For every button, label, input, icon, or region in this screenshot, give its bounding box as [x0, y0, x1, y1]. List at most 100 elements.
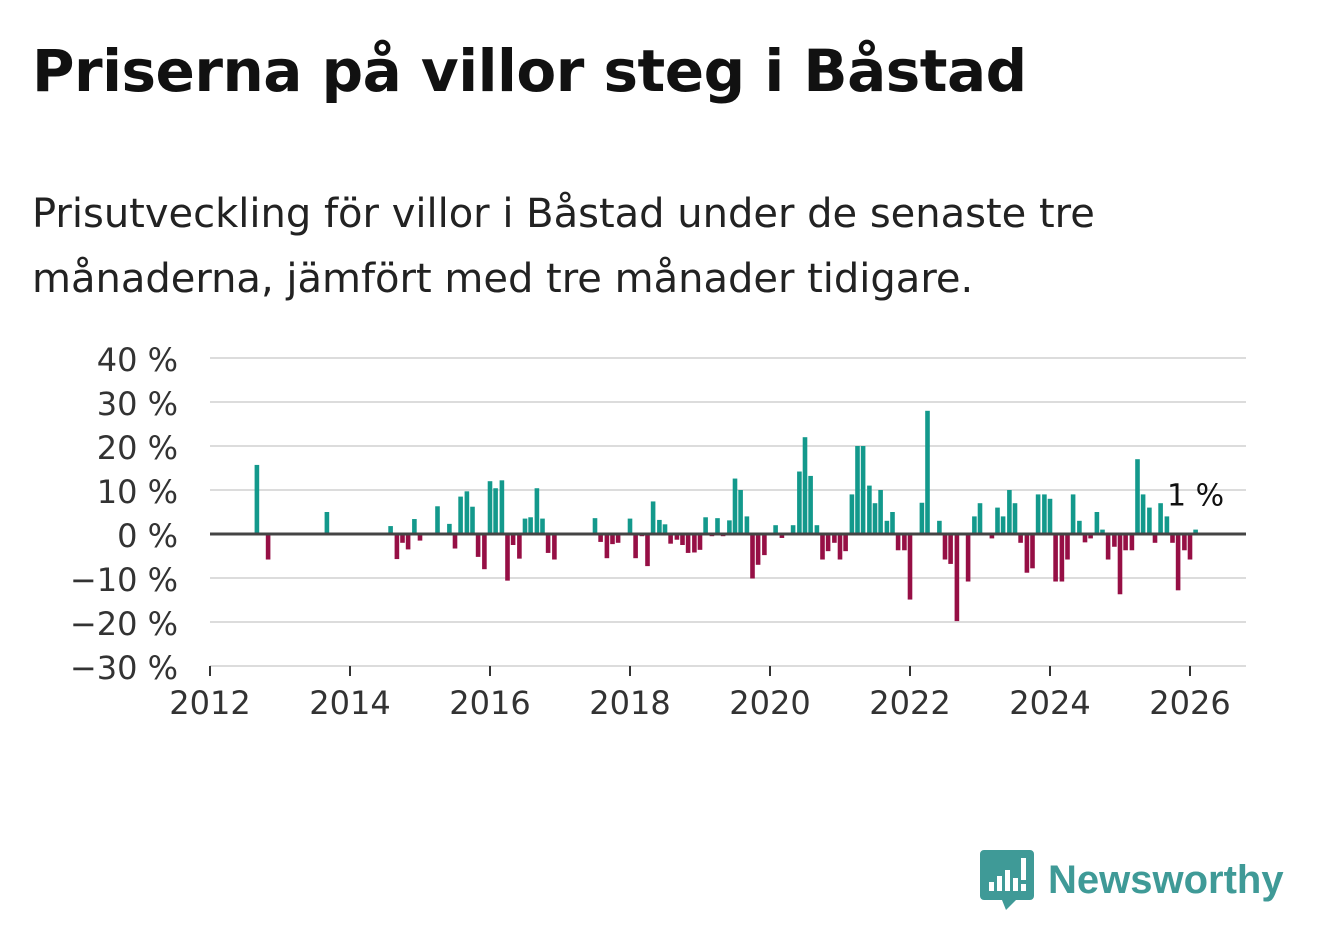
- bar-negative: [615, 534, 621, 543]
- bar-negative: [265, 534, 271, 560]
- y-tick-label: −10 %: [70, 561, 178, 599]
- bar-negative: [400, 534, 405, 543]
- bar-positive: [797, 471, 802, 534]
- bar-negative: [697, 534, 703, 550]
- bar-negative: [475, 534, 481, 557]
- bar-positive: [715, 518, 720, 534]
- bar-negative: [680, 534, 685, 545]
- bar-negative: [1117, 534, 1123, 595]
- bar-positive: [1000, 516, 1006, 534]
- bar-positive: [592, 518, 598, 534]
- bar-positive: [937, 520, 942, 534]
- bar-positive: [650, 501, 656, 534]
- bar-negative: [820, 534, 825, 560]
- bar-negative: [843, 534, 848, 552]
- bar-positive: [995, 507, 1000, 534]
- bar-positive: [1035, 494, 1041, 534]
- bar-positive: [703, 517, 708, 534]
- x-tick-label: 2024: [1009, 684, 1090, 722]
- y-tick-label: 30 %: [97, 385, 178, 423]
- bar-negative: [1152, 534, 1158, 543]
- bar-negative: [545, 534, 551, 553]
- bar-chart: −30 % −20 % −10 % 0 % 10 % 20 % 30 % 40 % 2012 20…: [70, 341, 1246, 722]
- bar-negative: [1065, 534, 1070, 560]
- bar-positive: [732, 478, 738, 534]
- bar-positive: [493, 488, 498, 534]
- bar-negative: [405, 534, 411, 550]
- y-tick-label: 20 %: [97, 429, 178, 467]
- bar-negative: [965, 534, 971, 582]
- bar-positive: [744, 516, 750, 534]
- bar-negative: [1082, 534, 1088, 543]
- x-tick-label: 2018: [589, 684, 670, 722]
- bar-negative: [674, 534, 680, 540]
- y-tick-label: −20 %: [70, 605, 178, 643]
- bar-negative: [895, 534, 901, 551]
- bar-negative: [837, 534, 843, 560]
- x-tick-label: 2020: [729, 684, 810, 722]
- bar-positive: [1193, 529, 1198, 534]
- y-tick-label: 0 %: [117, 517, 178, 555]
- bar-negative: [1024, 534, 1030, 573]
- bar-positive: [1158, 503, 1163, 534]
- bar-positive: [540, 518, 545, 534]
- bar-positive: [458, 496, 463, 534]
- bar-negative: [1175, 534, 1181, 591]
- bar-positive: [487, 481, 493, 534]
- bar-negative: [907, 534, 913, 600]
- bar-negative: [1182, 534, 1187, 551]
- bar-positive: [1012, 503, 1018, 534]
- bar-negative: [417, 534, 423, 541]
- x-tick-label: 2026: [1149, 684, 1230, 722]
- bar-positive: [972, 516, 977, 534]
- bar-negative: [482, 534, 487, 570]
- bar-positive: [872, 503, 878, 534]
- bar-negative: [1187, 534, 1193, 560]
- bar-positive: [727, 520, 732, 534]
- bar-negative: [942, 534, 948, 560]
- bar-positive: [773, 525, 778, 534]
- bar-positive: [627, 518, 633, 534]
- bar-negative: [1129, 534, 1135, 551]
- bar-positive: [657, 519, 662, 534]
- last-value-annotation: 1 %: [1167, 479, 1224, 514]
- bar-positive: [470, 506, 475, 534]
- bar-negative: [668, 534, 673, 544]
- x-tick-label: 2016: [449, 684, 530, 722]
- bar-negative: [762, 534, 767, 556]
- bar-positive: [738, 490, 743, 534]
- bar-positive: [254, 464, 260, 534]
- bar-positive: [1094, 512, 1100, 534]
- bar-positive: [1135, 459, 1140, 534]
- bar-positive: [878, 490, 883, 534]
- bar-negative: [779, 534, 785, 538]
- bar-negative: [1123, 534, 1128, 551]
- bar-positive: [447, 523, 452, 534]
- bar-positive: [662, 524, 668, 534]
- bar-negative: [1053, 534, 1058, 582]
- y-tick-label: 40 %: [97, 341, 178, 379]
- bar-negative: [394, 534, 400, 560]
- bar-positive: [860, 446, 866, 534]
- bar-positive: [855, 446, 860, 534]
- bar-negative: [989, 534, 995, 539]
- bar-positive: [464, 491, 470, 534]
- bar-positive: [977, 503, 983, 534]
- bar-negative: [692, 534, 697, 553]
- bar-negative: [645, 534, 650, 567]
- bar-negative: [505, 534, 510, 581]
- bar-negative: [1088, 534, 1093, 539]
- bar-positive: [534, 488, 540, 534]
- bar-positive: [1077, 520, 1082, 534]
- bar-negative: [1105, 534, 1111, 560]
- bar-negative: [755, 534, 761, 565]
- bar-positive: [1070, 494, 1076, 534]
- bar-negative: [510, 534, 516, 545]
- x-tick-label: 2022: [869, 684, 950, 722]
- bar-negative: [552, 534, 557, 560]
- bar-negative: [604, 534, 610, 559]
- newsworthy-brand[interactable]: Newsworthy: [980, 850, 1284, 910]
- x-tick-label: 2012: [169, 684, 250, 722]
- bar-positive: [528, 517, 533, 534]
- bar-positive: [1042, 494, 1047, 534]
